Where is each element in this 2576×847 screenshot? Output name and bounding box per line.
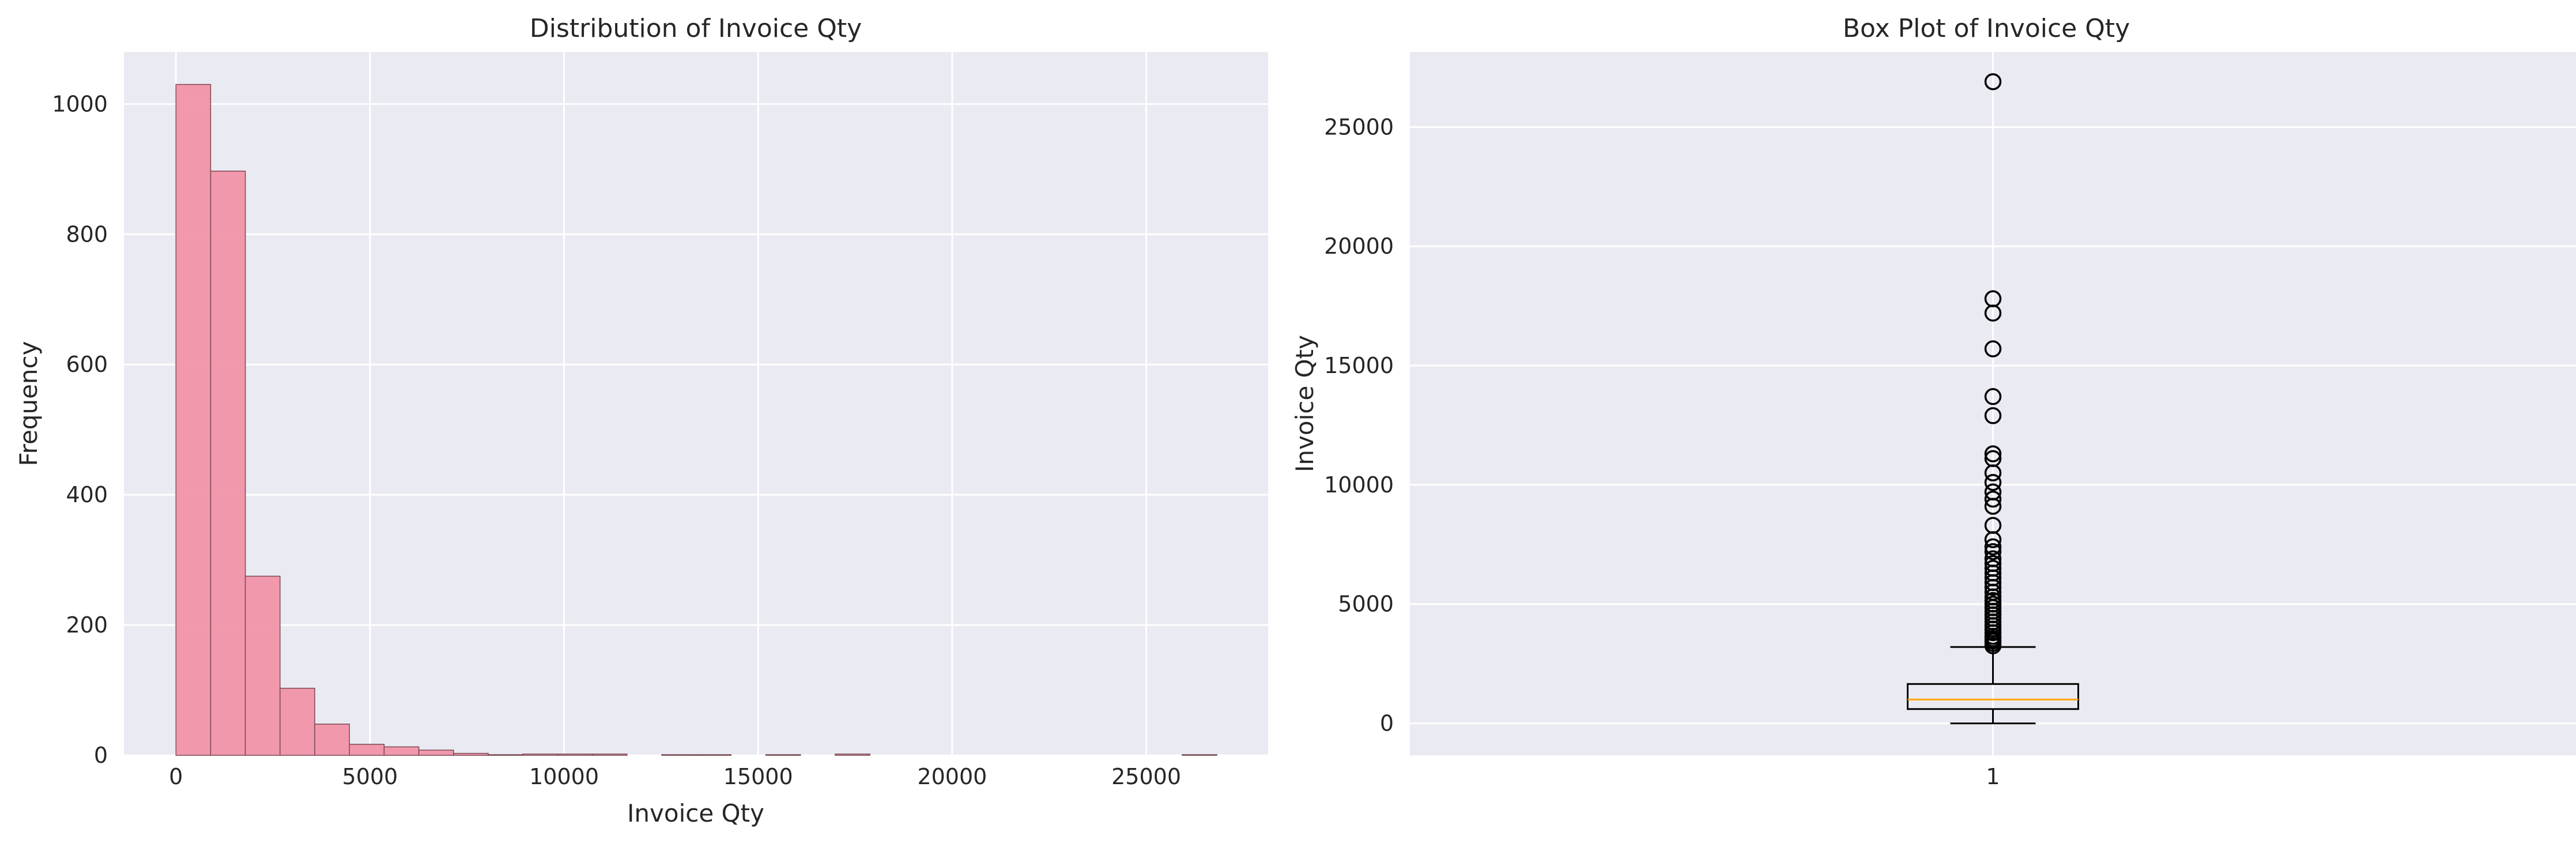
histogram-panel: 0 5000 10000 15000 20000 25000 0 200 400 600 800 1… — [14, 14, 1268, 827]
histogram-x-tick-label: 10000 — [529, 764, 599, 789]
histogram-y-tick-label: 1000 — [52, 91, 108, 116]
boxplot-y-tick-label: 0 — [1380, 711, 1394, 736]
boxplot-outlier-point — [1984, 550, 2002, 567]
boxplot-y-tick-label: 5000 — [1338, 592, 1394, 617]
boxplot-y-label: Invoice Qty — [1291, 335, 1319, 472]
histogram-bars — [175, 84, 1217, 756]
boxplot-y-ticks: 0 5000 10000 15000 20000 25000 — [1324, 114, 1394, 736]
histogram-bar — [244, 575, 281, 756]
boxplot-x-ticks: 1 — [1986, 764, 2000, 789]
boxplot-outlier-point — [1984, 340, 2002, 357]
histogram-y-tick-label: 800 — [66, 221, 108, 247]
histogram-plot-area — [124, 52, 1268, 755]
boxplot-outliers — [1984, 73, 2002, 654]
boxplot-outlier-point — [1984, 559, 2002, 577]
boxplot-iqr-box — [1907, 683, 2079, 710]
boxplot-outlier-point — [1984, 445, 2002, 462]
boxplot-outlier-point — [1984, 555, 2002, 573]
boxplot-panel: 0 5000 10000 15000 20000 25000 1 Box Plot of … — [1291, 14, 2576, 789]
histogram-y-tick-label: 0 — [94, 743, 108, 768]
boxplot-title: Box Plot of Invoice Qty — [1843, 14, 2130, 43]
histogram-x-tick-label: 0 — [169, 764, 183, 789]
histogram-x-tick-label: 25000 — [1111, 764, 1181, 789]
histogram-bar — [557, 753, 593, 756]
boxplot-outlier-point — [1984, 517, 2002, 534]
histogram-bar — [418, 750, 454, 756]
boxplot-outlier-point — [1984, 538, 2002, 556]
boxplot-y-tick-label: 25000 — [1324, 114, 1394, 140]
boxplot-outlier-point — [1984, 450, 2002, 468]
histogram-bar — [349, 744, 385, 756]
histogram-x-ticks: 0 5000 10000 15000 20000 25000 — [169, 764, 1181, 789]
boxplot-outlier-point — [1984, 290, 2002, 307]
boxplot-outlier-point — [1984, 473, 2002, 491]
boxplot-outlier-point — [1984, 543, 2002, 560]
histogram-bar — [591, 753, 628, 756]
boxplot-y-tick-label: 10000 — [1324, 472, 1394, 498]
histogram-bar — [314, 724, 350, 756]
histogram-x-tick-label: 5000 — [342, 764, 398, 789]
histogram-y-tick-label: 600 — [66, 352, 108, 377]
boxplot-outlier-point — [1984, 490, 2002, 508]
histogram-bar — [522, 753, 559, 756]
histogram-x-tick-label: 15000 — [723, 764, 793, 789]
histogram-x-label: Invoice Qty — [627, 799, 764, 827]
histogram-title: Distribution of Invoice Qty — [530, 14, 862, 43]
histogram-bar — [280, 687, 315, 756]
boxplot-outlier-point — [1984, 483, 2002, 501]
histogram-bar — [210, 170, 246, 756]
histogram-bar — [835, 753, 870, 756]
boxplot-y-tick-label: 20000 — [1324, 234, 1394, 259]
histogram-x-tick-label: 20000 — [917, 764, 987, 789]
histogram-bar — [383, 746, 420, 756]
boxplot-box — [1907, 646, 2079, 725]
boxplot-outlier-point — [1984, 73, 2002, 91]
histogram-bar — [453, 752, 489, 756]
histogram-y-tick-label: 200 — [66, 612, 108, 638]
boxplot-y-tick-label: 15000 — [1324, 353, 1394, 378]
boxplot-outlier-point — [1984, 388, 2002, 405]
boxplot-outlier-point — [1984, 407, 2002, 424]
histogram-y-label: Frequency — [14, 341, 43, 466]
histogram-bar — [175, 84, 212, 756]
histogram-y-tick-label: 400 — [66, 482, 108, 507]
boxplot-x-tick-label: 1 — [1986, 764, 2000, 789]
histogram-y-ticks: 0 200 400 600 800 1000 — [52, 91, 108, 768]
